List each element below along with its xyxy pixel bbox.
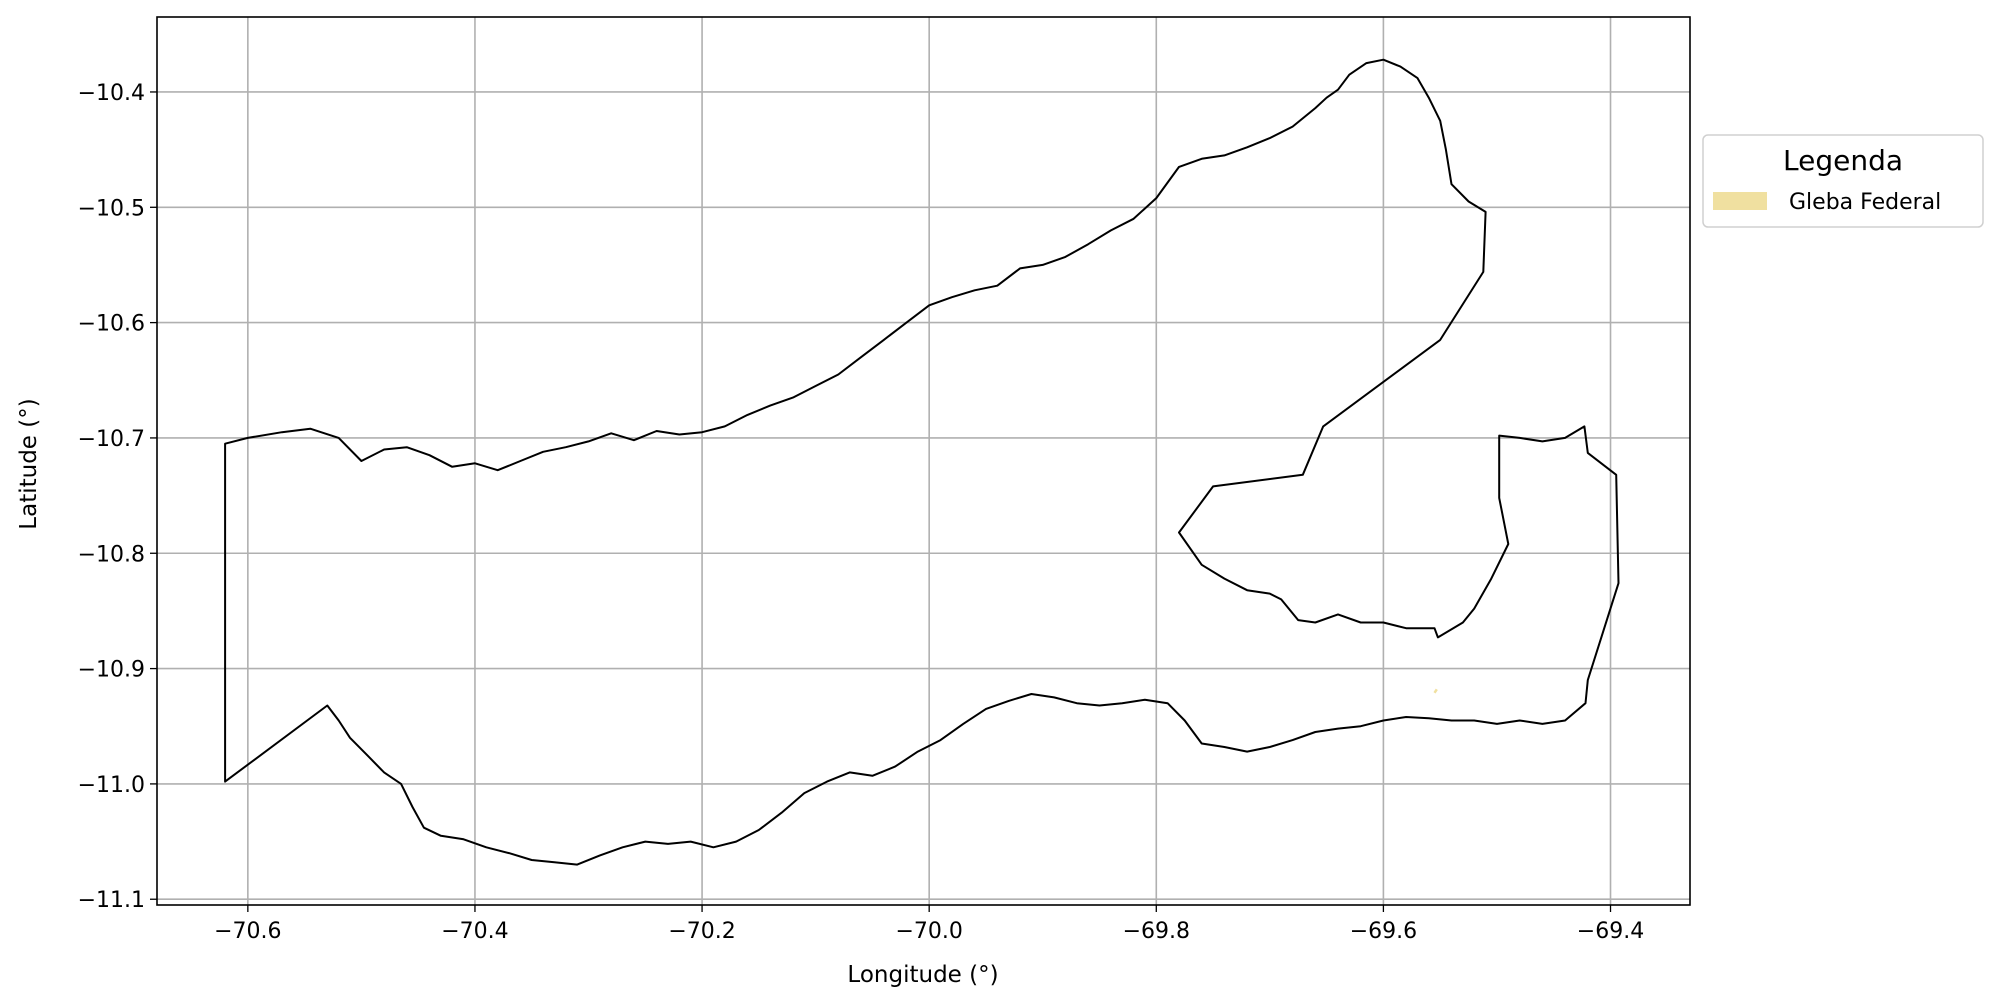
y-tick-label: −10.8 xyxy=(78,542,145,567)
x-tick-label: −70.6 xyxy=(214,919,281,944)
x-axis-ticks: −70.6 −70.4 −70.2 −70.0 −69.8 −69.6 −69.4 xyxy=(214,905,1644,944)
y-tick-label: −10.5 xyxy=(78,196,145,221)
x-axis-label: Longitude (°) xyxy=(847,962,998,988)
x-tick-label: −69.4 xyxy=(1577,919,1644,944)
x-tick-label: −69.6 xyxy=(1350,919,1417,944)
x-tick-label: −70.4 xyxy=(441,919,508,944)
boundary-outline xyxy=(224,58,1620,866)
map-shapes xyxy=(224,58,1620,866)
gleba-federal-parcel xyxy=(1433,688,1438,694)
y-tick-label: −10.6 xyxy=(78,312,145,337)
y-axis-label: Latitude (°) xyxy=(16,398,42,529)
legend-label-gleba-federal: Gleba Federal xyxy=(1789,190,1941,215)
plot-frame xyxy=(156,16,1691,906)
x-tick-label: −69.8 xyxy=(1123,919,1190,944)
legend: Legenda Gleba Federal xyxy=(1702,134,1984,228)
y-axis-ticks: −10.4 −10.5 −10.6 −10.7 −10.8 −10.9 −11.0 −11.1 xyxy=(78,81,157,913)
legend-title: Legenda xyxy=(1783,144,1903,177)
y-tick-label: −11.1 xyxy=(78,888,145,913)
legend-box xyxy=(1702,134,1984,228)
y-tick-label: −11.0 xyxy=(78,773,145,798)
y-tick-label: −10.9 xyxy=(78,658,145,683)
grid-lines xyxy=(157,17,1690,905)
legend-swatch-gleba-federal xyxy=(1713,192,1767,210)
x-tick-label: −70.0 xyxy=(895,919,962,944)
y-tick-label: −10.4 xyxy=(78,81,145,106)
y-tick-label: −10.7 xyxy=(78,427,145,452)
x-tick-label: −70.2 xyxy=(668,919,735,944)
